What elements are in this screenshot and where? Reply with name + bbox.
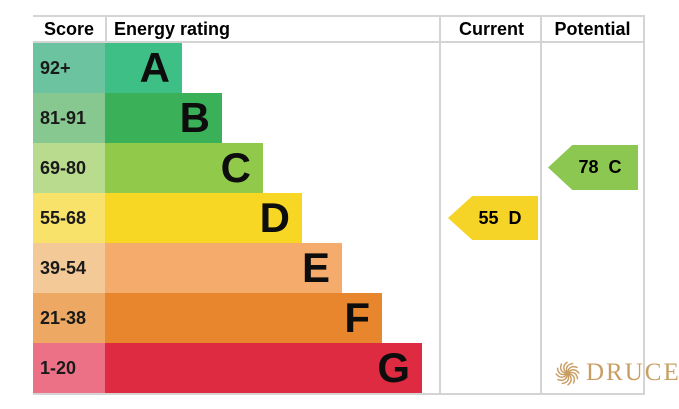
score-range-b: 81-91 <box>33 93 105 143</box>
rating-letter-f: F <box>344 294 370 341</box>
rating-letter-e: E <box>301 244 330 291</box>
potential-score-value: 78 <box>578 157 599 177</box>
score-range-g: 1-20 <box>33 343 105 393</box>
band-row-c: 69-80 C <box>33 143 643 193</box>
rating-bar-e: E <box>105 243 342 293</box>
rating-bar-c: C <box>105 143 263 193</box>
druce-logo-text: DRUCE <box>586 359 679 386</box>
band-row-a: 92+ A <box>33 43 643 93</box>
rating-letter-a: A <box>139 44 170 91</box>
rating-letter-c: C <box>220 144 251 191</box>
header-current: Current <box>458 18 524 39</box>
column-divider-energy-current <box>439 17 441 393</box>
header-potential: Potential <box>554 18 631 39</box>
band-row-b: 81-91 B <box>33 93 643 143</box>
score-range-e: 39-54 <box>33 243 105 293</box>
header-energy-rating: Energy rating <box>105 17 441 41</box>
band-row-d: 55-68 D <box>33 193 643 243</box>
score-range-f: 21-38 <box>33 293 105 343</box>
rating-letter-g: G <box>377 344 410 391</box>
table-header: Score Energy rating Current Potential <box>33 17 643 43</box>
druce-logo: DRUCE <box>554 359 679 387</box>
rating-bar-g: G <box>105 343 422 393</box>
rating-bar-b: B <box>105 93 222 143</box>
band-row-g: 1-20 G <box>33 343 643 393</box>
current-rating-letter: D <box>508 207 522 228</box>
score-range-d: 55-68 <box>33 193 105 243</box>
score-range-c: 69-80 <box>33 143 105 193</box>
rating-letter-d: D <box>259 194 290 241</box>
rating-bar-f: F <box>105 293 382 343</box>
potential-rating-letter: C <box>608 157 622 177</box>
rating-letter-b: B <box>179 94 210 141</box>
swirl-flower-icon <box>555 360 580 386</box>
current-score-value: 55 <box>478 207 499 228</box>
score-range-a: 92+ <box>33 43 105 93</box>
band-row-f: 21-38 F <box>33 293 643 343</box>
band-row-e: 39-54 E <box>33 243 643 293</box>
epc-table: Score Energy rating Current Potential 92… <box>33 15 679 395</box>
header-score: Score <box>43 18 95 39</box>
rating-rows: 92+ A 81-91 B 69-80 C 55-68 D 39-54 E 21… <box>33 43 643 393</box>
rating-bar-d: D <box>105 193 302 243</box>
rating-bar-a: A <box>105 43 182 93</box>
column-divider-current-potential <box>540 17 542 393</box>
